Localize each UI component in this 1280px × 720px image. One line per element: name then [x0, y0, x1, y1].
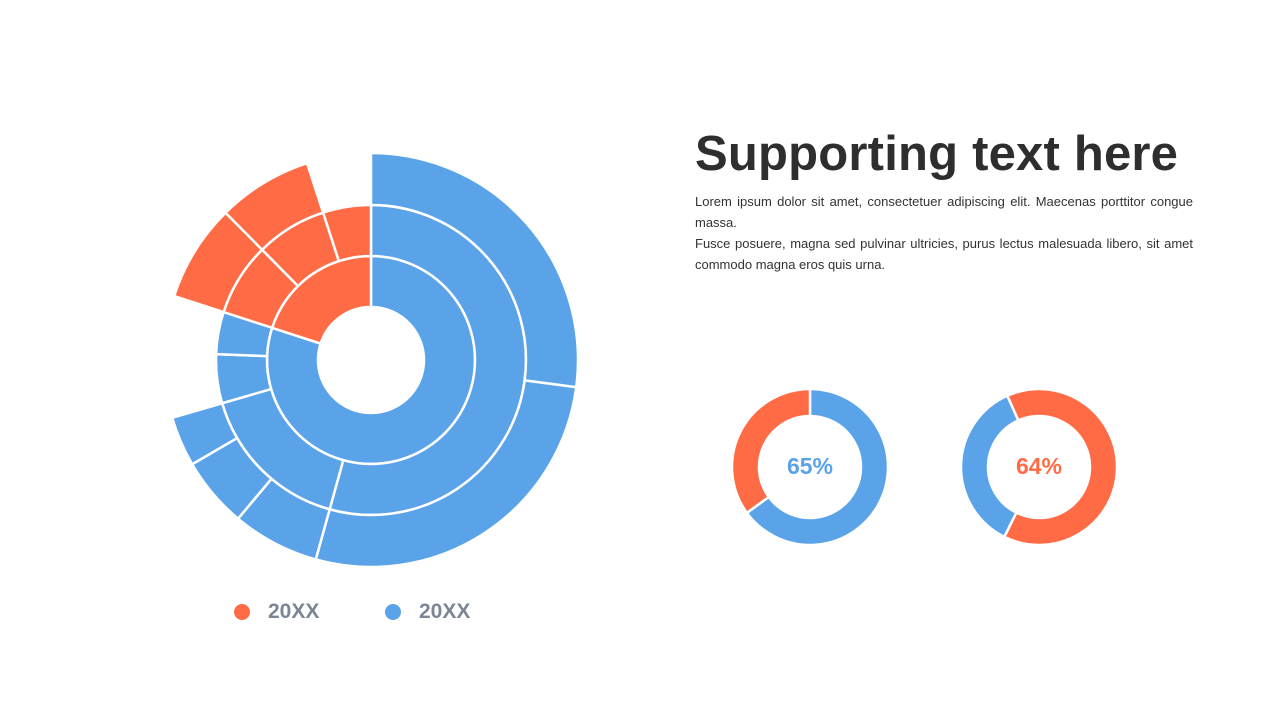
paragraph: Lorem ipsum dolor sit amet, consectetuer… [695, 194, 1193, 230]
body-text: Lorem ipsum dolor sit amet, consectetuer… [695, 191, 1193, 275]
donut-slice [745, 387, 890, 547]
legend-item-blue: 20XX [385, 600, 470, 624]
legend-label: 20XX [419, 600, 471, 623]
legend-dot-orange [234, 604, 250, 620]
legend-item-orange: 20XX [234, 600, 319, 624]
donut-label: 64% [1015, 453, 1063, 479]
donut-slice [1002, 387, 1119, 547]
sunburst-chart [170, 151, 580, 569]
sunburst-segment-ring2 [321, 203, 373, 263]
donut-slice [730, 387, 812, 515]
donut-chart-64 [959, 387, 1119, 547]
donut-chart-65 [730, 387, 890, 547]
heading: Supporting text here [695, 127, 1179, 181]
donut-label: 65% [786, 453, 834, 479]
legend-dot-blue [385, 604, 401, 620]
paragraph: Fusce posuere, magna sed pulvinar ultric… [695, 236, 1193, 272]
donut-slice [959, 394, 1020, 539]
sunburst-segment-ring3 [223, 161, 325, 252]
sunburst-segment-ring3 [170, 401, 239, 466]
legend-label: 20XX [268, 600, 320, 623]
